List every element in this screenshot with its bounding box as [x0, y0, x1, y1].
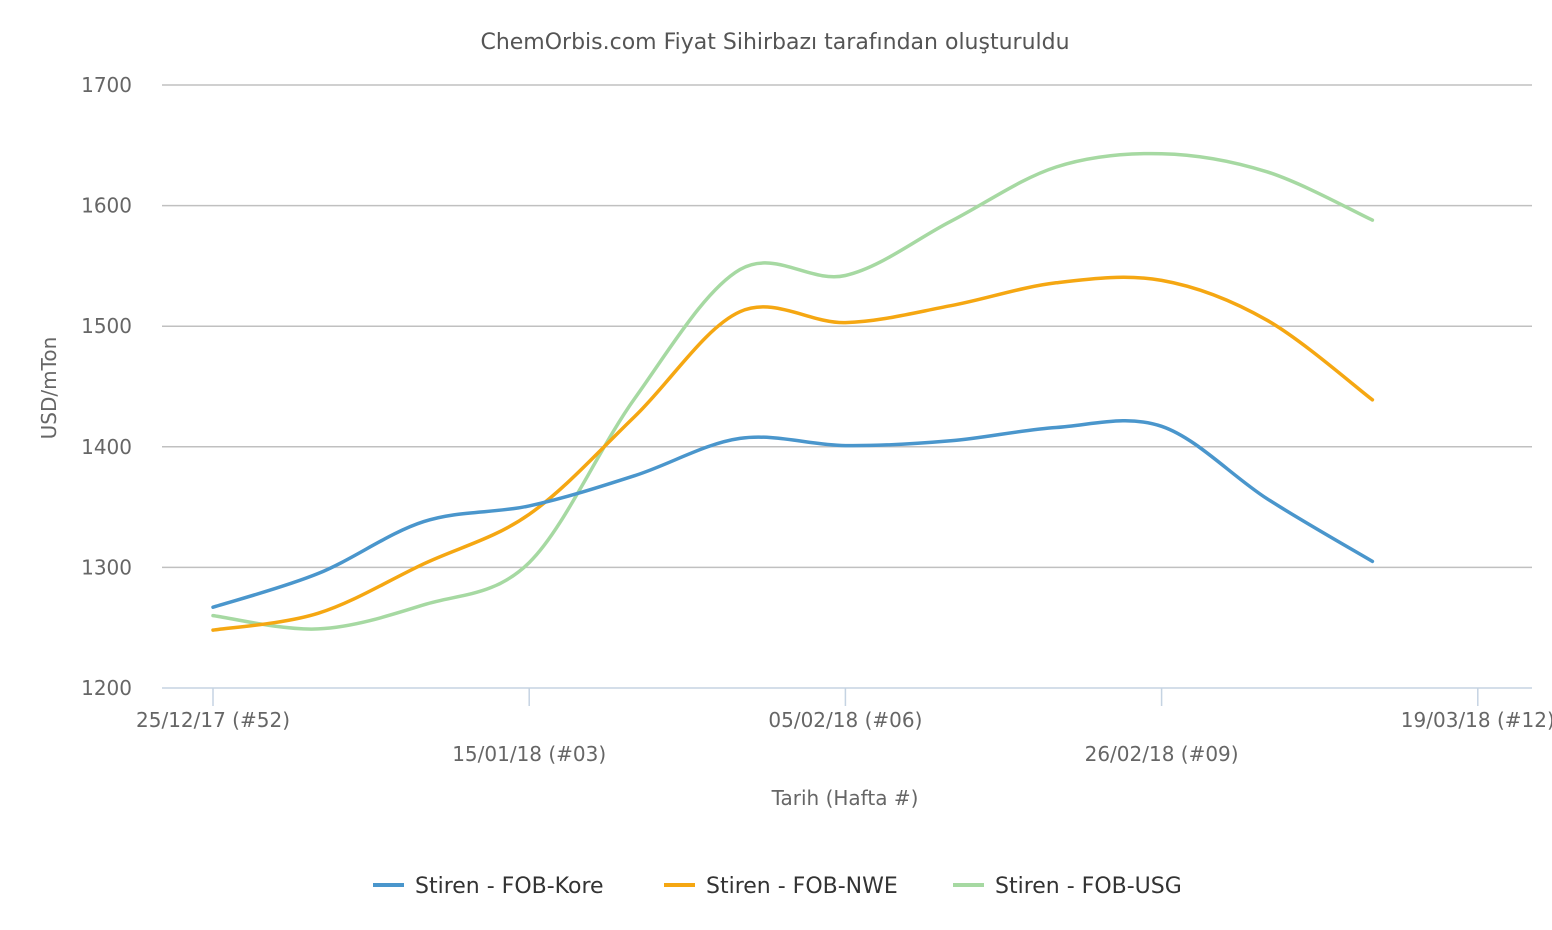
y-axis-label: USD/mTon [37, 337, 61, 440]
x-axis-label: Tarih (Hafta #) [771, 786, 919, 810]
y-tick-label: 1500 [81, 314, 132, 338]
series-line-3 [211, 151, 1375, 631]
legend-item-label: Stiren - FOB-Kore [415, 874, 604, 899]
legend-item-label: Stiren - FOB-USG [995, 874, 1182, 899]
y-axis-ticks: 1200 1300 1400 1500 1600 1700 [81, 73, 132, 700]
gridlines [162, 84, 1532, 569]
series-line-2 [211, 275, 1375, 632]
y-tick-label: 1200 [81, 676, 132, 700]
series-lines [211, 151, 1375, 632]
chart-title: ChemOrbis.com Fiyat Sihirbazı tarafından… [480, 30, 1069, 55]
y-tick-label: 1300 [81, 555, 132, 579]
y-tick-label: 1400 [81, 435, 132, 459]
x-tick-label: 15/01/18 (#03) [452, 742, 606, 766]
legend-item-label: Stiren - FOB-NWE [706, 874, 898, 899]
legend: Stiren - FOB-Kore Stiren - FOB-NWE Stiren … [373, 874, 1182, 899]
y-tick-label: 1600 [81, 194, 132, 218]
x-tick-label: 19/03/18 (#12) [1401, 708, 1552, 732]
x-tick-label: 26/02/18 (#09) [1085, 742, 1239, 766]
x-tick-label: 05/02/18 (#06) [768, 708, 922, 732]
x-axis: 25/12/17 (#52) 15/01/18 (#03) 05/02/18 (#0… [136, 687, 1552, 766]
x-tick-label: 25/12/17 (#52) [136, 708, 290, 732]
y-tick-label: 1700 [81, 73, 132, 97]
series-line-1 [211, 419, 1375, 609]
